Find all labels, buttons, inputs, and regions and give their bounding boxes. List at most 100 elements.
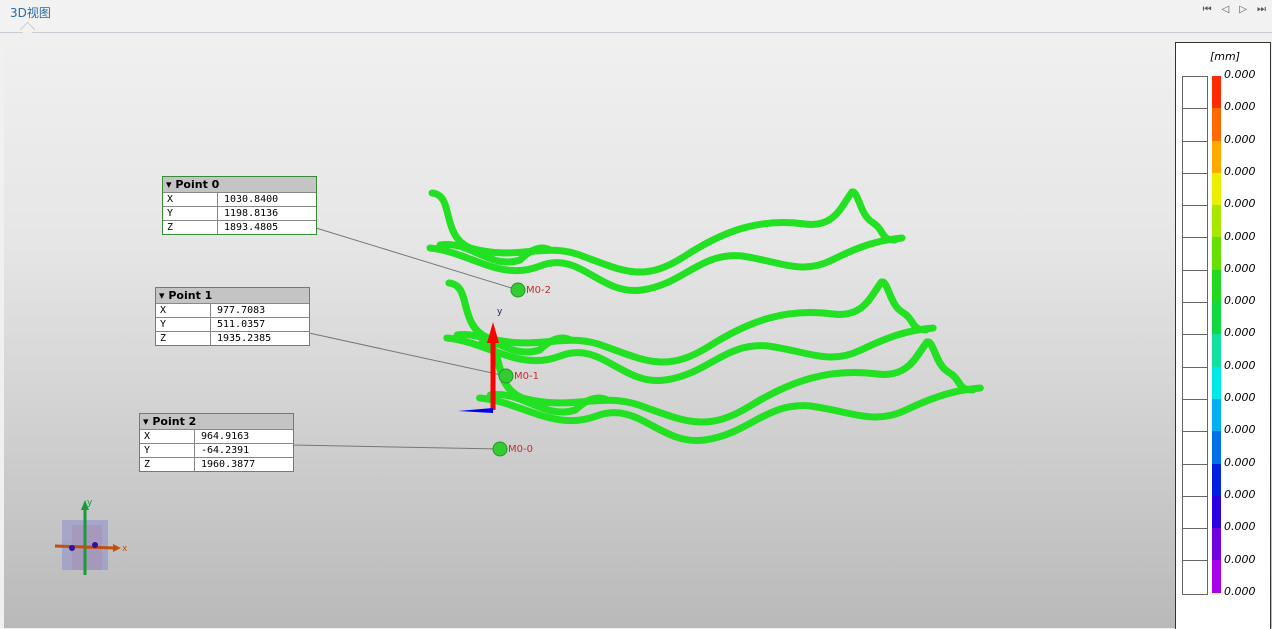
- key: Y: [163, 207, 218, 220]
- legend-boxes: [1182, 76, 1208, 595]
- legend-color-segment: [1212, 205, 1221, 238]
- marker-2: [492, 441, 508, 457]
- point-2-panel[interactable]: ▾ Point 2 X 964.9163 Y -64.2391 Z 1960.3877: [139, 413, 294, 472]
- legend-box: [1183, 109, 1207, 142]
- leader-lines: [292, 227, 519, 450]
- x-axis-arrow: [458, 408, 493, 413]
- row-y: Y 1198.8136: [163, 206, 316, 220]
- legend-label: 0.000: [1224, 423, 1256, 437]
- tab-3d-view[interactable]: 3D视图: [10, 6, 51, 20]
- legend-box: [1183, 142, 1207, 174]
- legend-color-segment: [1212, 108, 1221, 141]
- strand-band-0: [426, 234, 906, 294]
- legend-color-segment: [1212, 140, 1221, 173]
- legend-box: [1183, 335, 1207, 368]
- first-icon[interactable]: ⏮: [1202, 4, 1212, 15]
- key: X: [163, 193, 218, 206]
- legend-label: 0.000: [1224, 358, 1256, 372]
- point-2-header[interactable]: ▾ Point 2: [140, 414, 293, 429]
- marker-label-0: M0-2: [526, 285, 551, 296]
- value: 1030.8400: [224, 194, 279, 205]
- value: 964.9163: [201, 431, 250, 442]
- point-1-header[interactable]: ▾ Point 1: [156, 288, 309, 303]
- legend-color-segment: [1212, 463, 1221, 496]
- point-0-panel[interactable]: ▾ Point 0 X 1030.8400 Y 1198.8136 Z 1893.48…: [162, 176, 317, 235]
- last-icon[interactable]: ⏭: [1257, 4, 1266, 15]
- scene-canvas: M0-2 M0-1 M0-0 y y x: [54, 188, 984, 575]
- legend-label: 0.000: [1224, 132, 1256, 146]
- origin-axes: y: [458, 307, 503, 413]
- legend-label: 0.000: [1224, 326, 1256, 340]
- legend-color-segment: [1212, 237, 1221, 270]
- strand-band-0: [428, 188, 899, 276]
- key: X: [140, 430, 195, 443]
- point-1-panel[interactable]: ▾ Point 1 X 977.7083 Y 511.0357 Z 1935.2385: [155, 287, 310, 346]
- strand-band-1: [445, 278, 930, 366]
- legend-label: 0.000: [1224, 294, 1256, 308]
- legend-color-segment: [1212, 269, 1221, 303]
- leader-line-1: [308, 332, 507, 377]
- legend-label: 0.000: [1224, 197, 1256, 211]
- row-z: Z 1960.3877: [140, 457, 293, 471]
- legend-box: [1183, 238, 1207, 271]
- row-z: Z 1935.2385: [156, 331, 309, 345]
- legend-box: [1183, 77, 1207, 110]
- legend-label: 0.000: [1224, 520, 1256, 534]
- value: 1935.2385: [217, 333, 272, 344]
- y-axis-label: y: [497, 307, 503, 317]
- strand-model: [426, 188, 984, 444]
- legend-color-segment: [1212, 398, 1221, 432]
- prev-icon[interactable]: ◁: [1221, 4, 1230, 15]
- marker-label-1: M0-1: [514, 371, 539, 382]
- legend-box: [1183, 271, 1207, 304]
- value: 1960.3877: [201, 459, 256, 470]
- legend-label: 0.000: [1224, 391, 1256, 404]
- value: -64.2391: [201, 445, 250, 456]
- legend-box: [1183, 561, 1207, 592]
- legend-box: [1183, 368, 1207, 400]
- legend-color-segment: [1212, 76, 1221, 109]
- legend-color-segment: [1212, 495, 1221, 529]
- color-legend: [mm] 0.000 0.000 0.000 0.000 0.000 0.000 0.000…: [1175, 42, 1271, 629]
- legend-color-segment: [1212, 302, 1221, 335]
- strand-band-2: [476, 384, 984, 444]
- legend-label: 0.000: [1224, 552, 1256, 566]
- strand-band-2: [486, 390, 611, 416]
- point-title: Point 0: [175, 178, 220, 191]
- row-x: X 1030.8400: [163, 192, 316, 206]
- row-z: Z 1893.4805: [163, 220, 316, 234]
- key: Y: [140, 444, 195, 457]
- marker-label-2: M0-0: [508, 444, 533, 455]
- markers: [492, 282, 526, 457]
- row-x: X 964.9163: [140, 429, 293, 443]
- legend-box: [1183, 529, 1207, 562]
- legend-label: 0.000: [1224, 100, 1256, 114]
- point-0-header[interactable]: ▾ Point 0: [163, 177, 316, 192]
- legend-color-segment: [1212, 528, 1221, 561]
- legend-label: 0.000: [1224, 68, 1256, 81]
- strand-band-0: [436, 240, 554, 266]
- legend-label: 0.000: [1224, 229, 1256, 243]
- y-arrow-head: [487, 322, 499, 343]
- next-icon[interactable]: ▷: [1239, 4, 1247, 15]
- point-title: Point 2: [152, 415, 197, 428]
- row-y: Y 511.0357: [156, 317, 309, 331]
- key: Z: [140, 458, 195, 471]
- leader-line-2: [292, 444, 501, 450]
- axis-gizmo: y x: [54, 498, 128, 575]
- legend-color-segment: [1212, 334, 1221, 367]
- strand-band-1: [443, 324, 937, 384]
- legend-color-segment: [1212, 560, 1221, 593]
- legend-label: 0.000: [1224, 584, 1256, 598]
- tab-navigation: ⏮ ◁ ▷ ⏭: [1203, 4, 1266, 15]
- legend-color-segment: [1212, 431, 1221, 464]
- point-title: Point 1: [168, 289, 213, 302]
- legend-label: 0.000: [1224, 487, 1256, 501]
- value: 1198.8136: [224, 208, 279, 219]
- leader-line-0: [315, 227, 519, 291]
- legend-box: [1183, 432, 1207, 465]
- tab-bar: 3D视图 ⏮ ◁ ▷ ⏭: [0, 0, 1272, 38]
- key: Z: [156, 332, 211, 345]
- marker-0: [510, 282, 526, 298]
- legend-label: 0.000: [1224, 455, 1256, 469]
